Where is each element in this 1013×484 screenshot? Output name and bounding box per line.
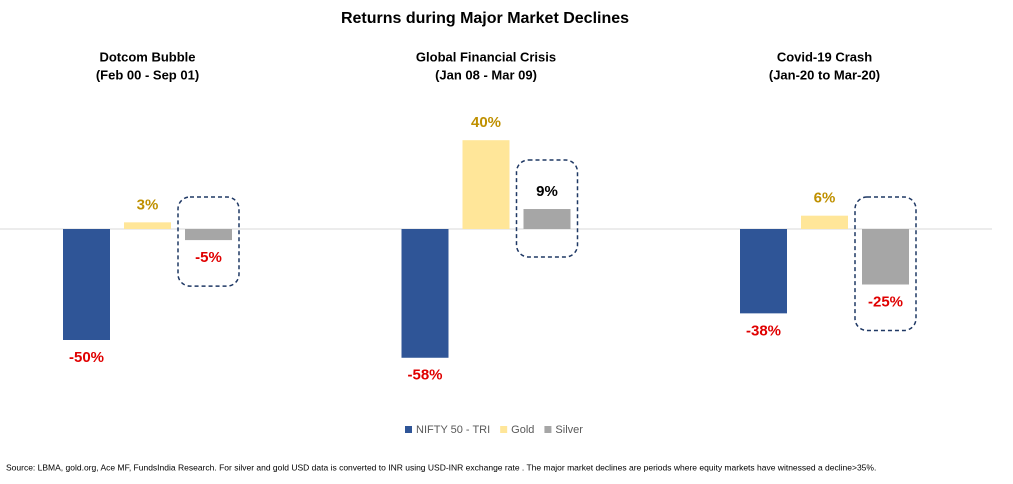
bar: [63, 229, 110, 340]
value-label: 6%: [814, 190, 836, 207]
highlight-box: [177, 196, 240, 287]
legend-swatch: [405, 426, 412, 433]
group-title: Dotcom Bubble: [99, 49, 195, 64]
value-label: 3%: [137, 196, 159, 213]
bar: [523, 209, 571, 229]
value-label: -5%: [195, 249, 222, 266]
value-label: 40%: [471, 114, 501, 131]
legend-swatch: [500, 426, 508, 433]
bar: [862, 229, 909, 285]
source-note: Source: LBMA, gold.org, Ace MF, FundsInd…: [6, 462, 876, 472]
highlight-box: [854, 196, 917, 332]
group-title: Covid-19 Crash: [777, 49, 872, 64]
bar: [740, 229, 787, 314]
group-title: Global Financial Crisis: [416, 49, 556, 64]
value-label: -50%: [69, 349, 104, 366]
highlight-box: [515, 159, 579, 258]
legend-swatch: [544, 426, 552, 433]
chart-title: Returns during Major Market Declines: [341, 10, 629, 27]
bar: [185, 229, 232, 241]
bar: [801, 215, 848, 229]
value-label: -58%: [407, 367, 442, 384]
legend-label: NIFTY 50 - TRI: [416, 424, 490, 436]
value-label: -25%: [868, 293, 903, 310]
group-period: (Jan-20 to Mar-20): [769, 67, 880, 82]
group-period: (Jan 08 - Mar 09): [435, 67, 537, 82]
value-label: 9%: [536, 183, 558, 200]
value-label: -38%: [746, 322, 781, 339]
group-period: (Feb 00 - Sep 01): [96, 67, 199, 82]
bar: [124, 222, 171, 229]
bar: [401, 229, 449, 358]
legend-label: Silver: [555, 424, 583, 436]
legend-label: Gold: [511, 424, 534, 436]
bar: [462, 140, 510, 229]
